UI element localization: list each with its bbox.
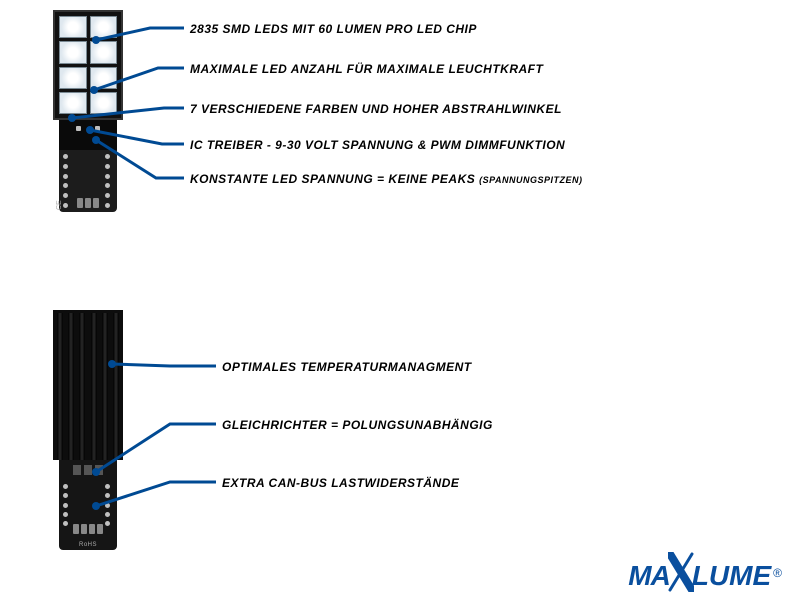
product-led-top: CE [48, 10, 128, 220]
ic-driver-pcb [59, 120, 117, 150]
heatsink [53, 310, 123, 460]
product-led-bottom: RoHS [48, 310, 128, 560]
callout-label: IC TREIBER - 9-30 VOLT SPANNUNG & PWM DI… [190, 138, 565, 152]
rohs-label: RoHS [59, 542, 117, 548]
logo-text-left: MA [628, 560, 670, 592]
led-chip [59, 41, 87, 63]
led-chip [59, 92, 87, 114]
callout-label: GLEICHRICHTER = POLUNGSUNABHÄNGIG [222, 418, 493, 432]
callout-label: EXTRA CAN-BUS LASTWIDERSTÄNDE [222, 476, 459, 490]
led-chip [90, 41, 118, 63]
callout-label-text: KONSTANTE LED SPANNUNG = KEINE PEAKS [190, 172, 475, 186]
callout-label: KONSTANTE LED SPANNUNG = KEINE PEAKS (SP… [190, 172, 582, 186]
ce-label: CE [56, 200, 63, 210]
registered-icon: ® [773, 566, 782, 580]
led-board [53, 10, 123, 120]
callout-label: OPTIMALES TEMPERATURMANAGMENT [222, 360, 472, 374]
base-pcb: CE [59, 150, 117, 212]
led-chip [90, 67, 118, 89]
led-chip [90, 16, 118, 38]
led-chip [59, 16, 87, 38]
maxlume-logo: MA LUME ® [628, 552, 782, 592]
callout-label: MAXIMALE LED ANZAHL FÜR MAXIMALE LEUCHTK… [190, 62, 543, 76]
callout-label: 7 VERSCHIEDENE FARBEN UND HOHER ABSTRAHL… [190, 102, 562, 116]
rectifier-pcb [59, 460, 117, 480]
callout-label: 2835 SMD LEDS MIT 60 LUMEN PRO LED CHIP [190, 22, 477, 36]
led-chip [59, 67, 87, 89]
callout-label-sub: (SPANNUNGSPITZEN) [479, 175, 582, 185]
led-chip [90, 92, 118, 114]
logo-x-icon [668, 552, 694, 592]
logo-text-right: LUME [692, 560, 771, 592]
base-pcb-bottom: RoHS [59, 480, 117, 550]
